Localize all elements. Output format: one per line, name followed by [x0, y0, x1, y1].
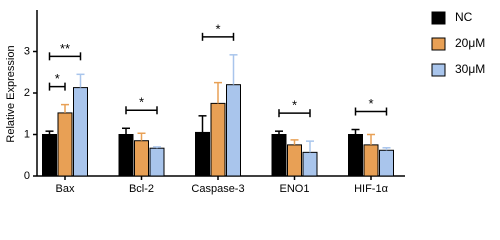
error-bar [351, 128, 360, 135]
significance-label: * [215, 21, 220, 36]
bar [149, 147, 165, 177]
significance-bracket [48, 82, 66, 91]
significance-bracket [201, 32, 235, 41]
legend-label: NC [455, 10, 473, 24]
x-tick-label: Bcl-2 [129, 183, 154, 195]
bar [118, 134, 134, 177]
bar [287, 144, 302, 177]
legend-label: 20μM [455, 36, 485, 50]
y-tick-label: 2 [24, 87, 30, 99]
bar [271, 134, 287, 177]
error-bar [76, 73, 85, 88]
bar [210, 102, 226, 177]
significance-bracket [48, 52, 82, 61]
x-tick-label: Bax [56, 183, 75, 195]
error-bar [367, 133, 375, 145]
legend: NC 20μM 30μM [431, 10, 485, 77]
bar [226, 84, 241, 177]
bar [42, 134, 57, 177]
x-tick-label: Caspase-3 [191, 183, 244, 195]
x-tick-label: ENO1 [280, 183, 310, 195]
bar [379, 149, 394, 177]
significance-bracket [354, 107, 388, 116]
legend-swatch [431, 63, 446, 77]
error-bar [61, 103, 69, 113]
bar [348, 134, 363, 177]
significance-label: * [55, 71, 60, 86]
error-bar [137, 132, 146, 141]
error-bar [198, 115, 207, 133]
bar [134, 140, 149, 177]
error-bar [214, 81, 222, 104]
bar [302, 151, 318, 177]
legend-label: 30μM [455, 62, 485, 76]
error-bar [153, 146, 161, 149]
y-tick-label: 1 [24, 128, 30, 140]
error-bar [122, 127, 130, 135]
error-bar [275, 130, 283, 135]
legend-swatch [431, 37, 446, 51]
significance-bracket [278, 109, 311, 118]
significance-label: * [139, 95, 144, 110]
error-bar [382, 147, 391, 151]
chart: Relative Expression 0 1 2 3 Bax Bcl-2 Caspase-… [5, 10, 485, 195]
bar [195, 131, 210, 177]
bar [57, 112, 73, 177]
significance-label: * [368, 96, 373, 111]
error-bar [45, 130, 54, 135]
y-axis-label: Relative Expression [5, 45, 17, 142]
error-bar [306, 140, 314, 153]
y-tick-label: 0 [24, 170, 30, 182]
x-tick-label: HIF-1α [354, 183, 389, 195]
error-bar [229, 54, 238, 85]
significance-label: ** [60, 41, 70, 56]
y-tick-label: 3 [24, 45, 30, 57]
significance-bracket [125, 106, 158, 115]
error-bar [290, 139, 299, 145]
legend-swatch [431, 11, 446, 25]
bar [73, 87, 88, 177]
bar [363, 144, 379, 177]
significance-label: * [292, 98, 297, 113]
